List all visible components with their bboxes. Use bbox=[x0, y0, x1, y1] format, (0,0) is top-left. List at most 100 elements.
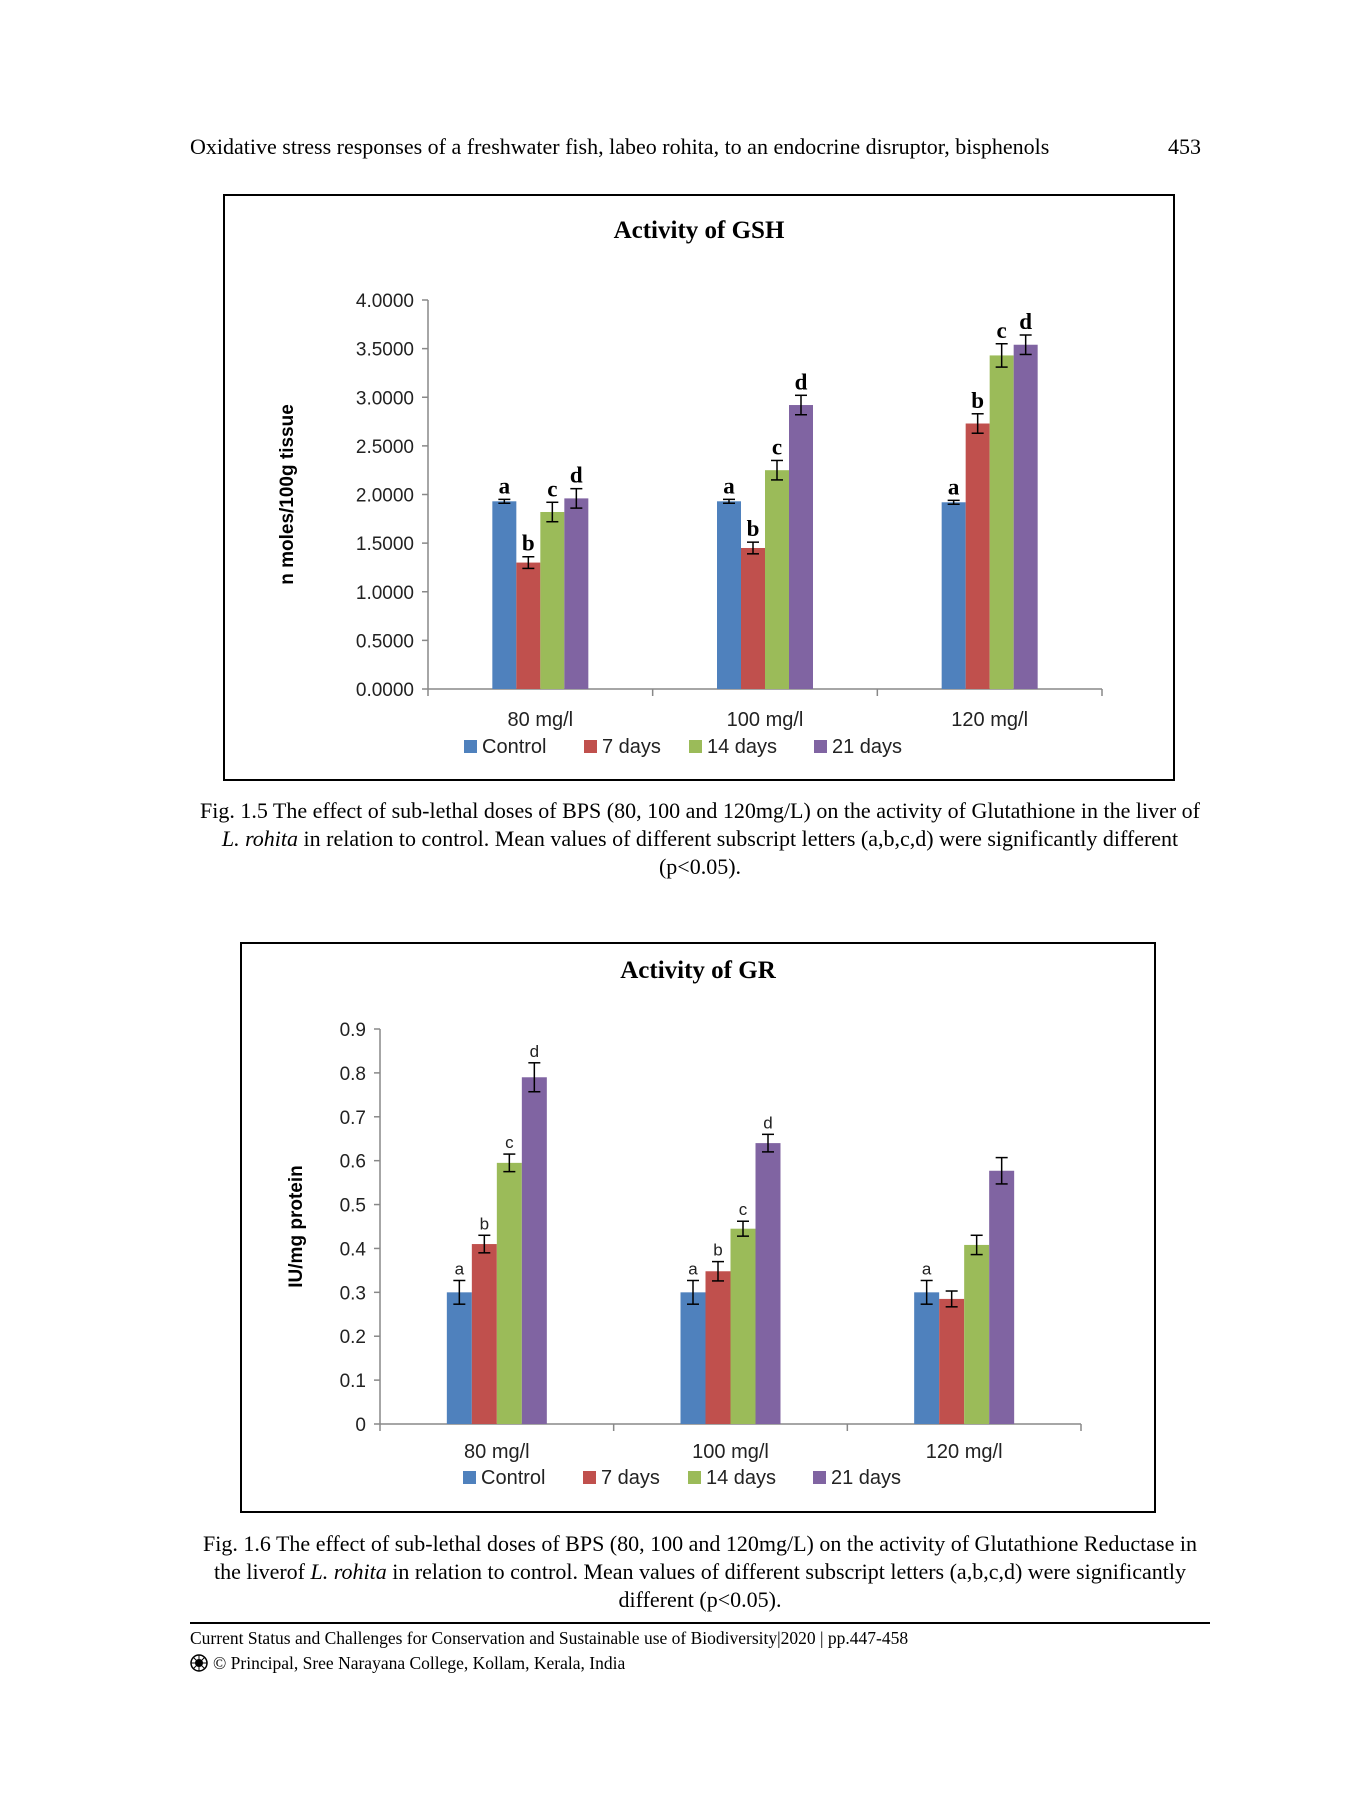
legend-label: 7 days bbox=[602, 736, 661, 758]
bar-21-days bbox=[989, 1170, 1015, 1424]
y-tick-label: 1.0000 bbox=[356, 583, 414, 604]
legend-label: 21 days bbox=[832, 736, 902, 758]
page-number: 453 bbox=[1168, 134, 1201, 159]
significance-letter: a bbox=[499, 473, 511, 498]
figure-1-6-caption: Fig. 1.6 The effect of sub-lethal doses … bbox=[190, 1530, 1210, 1614]
caption-text: Fig. 1.6 The effect of sub-lethal doses … bbox=[203, 1531, 1197, 1584]
bar-21-days bbox=[564, 498, 589, 689]
bar-14-days bbox=[964, 1244, 990, 1424]
significance-letter: a bbox=[948, 474, 960, 499]
bar-14-days bbox=[730, 1228, 756, 1424]
gsh-bar-chart: Activity of GSH n moles/100g tissue 0.0000… bbox=[277, 217, 1103, 758]
significance-letter: a bbox=[455, 1259, 465, 1278]
legend-label: 21 days bbox=[831, 1467, 901, 1489]
bar-7-days bbox=[705, 1271, 731, 1424]
bar-21-days bbox=[1013, 344, 1038, 689]
y-tick-label: 3.5000 bbox=[356, 340, 414, 361]
x-category-label: 80 mg/l bbox=[464, 1441, 530, 1463]
running-title: Oxidative stress responses of a freshwat… bbox=[190, 134, 1050, 159]
significance-letter: a bbox=[723, 473, 735, 498]
significance-letter: b bbox=[747, 516, 760, 541]
significance-letter: c bbox=[505, 1133, 514, 1152]
significance-letter: d bbox=[1019, 309, 1032, 334]
significance-letter: d bbox=[795, 369, 808, 394]
footer-copyright-text: © Principal, Sree Narayana College, Koll… bbox=[213, 1653, 626, 1673]
legend-swatch bbox=[814, 740, 827, 753]
y-tick-label: 1.5000 bbox=[356, 534, 414, 555]
bar-21-days bbox=[755, 1143, 781, 1424]
y-tick-label: 0.4 bbox=[340, 1239, 367, 1260]
significance-letter: c bbox=[739, 1200, 748, 1219]
significance-letter: b bbox=[480, 1214, 489, 1233]
footer-copyright: © Principal, Sree Narayana College, Koll… bbox=[190, 1653, 625, 1674]
bar-21-days bbox=[521, 1077, 547, 1424]
legend-swatch bbox=[689, 740, 702, 753]
bar-control bbox=[941, 502, 966, 689]
significance-letter: b bbox=[971, 388, 984, 413]
bar-14-days bbox=[540, 512, 565, 689]
y-tick-label: 0.1 bbox=[340, 1371, 366, 1392]
y-tick-label: 0.8 bbox=[340, 1064, 366, 1085]
x-category-label: 80 mg/l bbox=[508, 709, 574, 731]
legend-label: 7 days bbox=[601, 1467, 660, 1489]
legend-swatch bbox=[463, 1471, 476, 1484]
footer-rule bbox=[190, 1622, 1210, 1624]
significance-letter: c bbox=[772, 434, 782, 459]
x-category-label: 100 mg/l bbox=[692, 1441, 769, 1463]
bar-7-days bbox=[741, 547, 765, 689]
caption-text: Fig. 1.5 The effect of sub-lethal doses … bbox=[199, 798, 1200, 823]
y-axis-label: IU/mg protein bbox=[286, 1165, 307, 1287]
y-tick-label: 0.9 bbox=[340, 1020, 366, 1041]
figure-1-5-caption: Fig. 1.5 The effect of sub-lethal doses … bbox=[190, 797, 1210, 881]
bar-control bbox=[446, 1292, 472, 1424]
caption-text: in relation to control. Mean values of d… bbox=[386, 1559, 1187, 1612]
y-tick-label: 0.0000 bbox=[356, 680, 414, 701]
chart-title: Activity of GSH bbox=[614, 217, 785, 244]
bar-7-days bbox=[939, 1298, 965, 1424]
legend-swatch bbox=[584, 740, 597, 753]
caption-species: L. rohita bbox=[310, 1559, 387, 1584]
significance-letter: c bbox=[997, 318, 1007, 343]
x-category-label: 100 mg/l bbox=[727, 709, 804, 731]
bar-14-days bbox=[989, 355, 1014, 689]
gr-bar-chart: Activity of GR IU/mg protein 0 0.1 0.2 0.3 0.4… bbox=[286, 957, 1082, 1489]
bar-21-days bbox=[789, 405, 813, 689]
bar-7-days bbox=[471, 1244, 497, 1424]
legend-swatch bbox=[688, 1471, 701, 1484]
significance-letter: c bbox=[547, 476, 557, 501]
gr-chart-frame: Activity of GR IU/mg protein 0 0.1 0.2 0.3 0.4… bbox=[240, 942, 1156, 1513]
significance-letter: d bbox=[763, 1113, 772, 1132]
legend-label: 14 days bbox=[707, 736, 777, 758]
significance-letter: b bbox=[522, 531, 535, 556]
x-category-label: 120 mg/l bbox=[951, 709, 1028, 731]
bar-7-days bbox=[965, 423, 990, 689]
bar-control bbox=[717, 501, 741, 689]
college-emblem-icon bbox=[190, 1654, 208, 1672]
bar-14-days bbox=[765, 470, 789, 689]
y-tick-label: 3.0000 bbox=[356, 388, 414, 409]
gsh-chart-frame: Activity of GSH n moles/100g tissue 0.0000… bbox=[223, 194, 1175, 781]
bar-control bbox=[914, 1292, 940, 1424]
y-tick-label: 0.7 bbox=[340, 1108, 366, 1129]
legend-label: 14 days bbox=[706, 1467, 776, 1489]
legend-swatch bbox=[583, 1471, 596, 1484]
y-tick-label: 0 bbox=[355, 1415, 366, 1436]
chart-title: Activity of GR bbox=[620, 957, 776, 984]
legend-swatch bbox=[813, 1471, 826, 1484]
legend-label: Control bbox=[482, 736, 546, 758]
significance-letter: d bbox=[570, 463, 583, 488]
bar-14-days bbox=[496, 1162, 522, 1424]
x-category-label: 120 mg/l bbox=[926, 1441, 1003, 1463]
legend-label: Control bbox=[481, 1467, 545, 1489]
y-tick-label: 2.5000 bbox=[356, 437, 414, 458]
y-tick-label: 0.5 bbox=[340, 1196, 366, 1217]
significance-letter: a bbox=[922, 1259, 932, 1278]
y-tick-label: 0.2 bbox=[340, 1327, 366, 1348]
bar-control bbox=[680, 1292, 706, 1424]
y-tick-label: 0.5000 bbox=[356, 631, 414, 652]
y-tick-label: 0.6 bbox=[340, 1152, 366, 1173]
significance-letter: b bbox=[713, 1241, 722, 1260]
y-tick-label: 0.3 bbox=[340, 1283, 366, 1304]
y-axis-label: n moles/100g tissue bbox=[277, 404, 298, 585]
footer-citation: Current Status and Challenges for Conser… bbox=[190, 1628, 909, 1648]
